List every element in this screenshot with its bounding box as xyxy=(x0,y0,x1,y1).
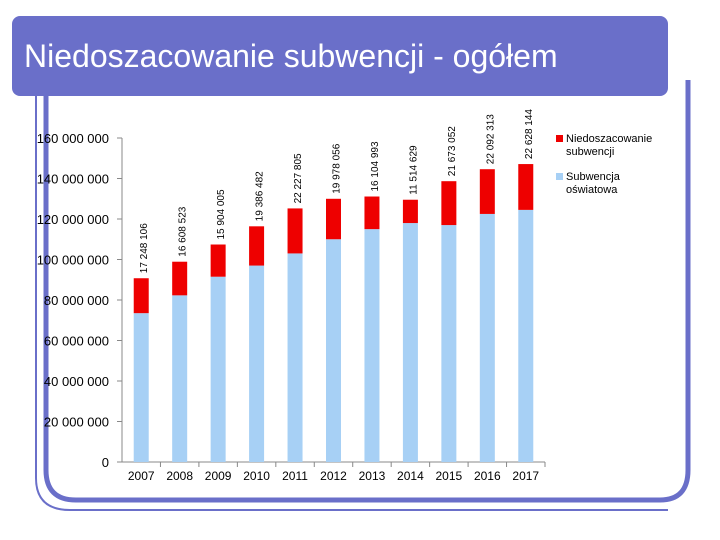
x-tick-label: 2012 xyxy=(320,469,347,483)
y-tick-label: 60 000 000 xyxy=(44,334,109,349)
y-tick-label: 140 000 000 xyxy=(37,172,109,187)
frame-border-inner xyxy=(35,40,668,511)
data-labels: 17 248 106 16 608 523 15 904 005 19 386 482… xyxy=(139,109,535,274)
bar-niedoszacowanie xyxy=(326,198,341,240)
x-tick-label: 2011 xyxy=(282,469,308,483)
x-tick-label: 2007 xyxy=(128,469,155,483)
title-bar xyxy=(12,16,668,96)
bar-niedoszacowanie xyxy=(249,226,265,266)
data-label: 17 248 106 xyxy=(139,223,150,273)
bar-subwencja xyxy=(210,276,226,462)
bar-niedoszacowanie xyxy=(441,181,457,226)
y-axis: 0 20 000 000 40 000 000 60 000 000 80 000 00… xyxy=(37,131,123,470)
bar-niedoszacowanie xyxy=(364,196,380,230)
data-label: 19 386 482 xyxy=(255,171,266,221)
x-tick-label: 2014 xyxy=(397,469,424,483)
x-tick-label: 2010 xyxy=(243,469,270,483)
legend-label: oświatowa xyxy=(566,184,618,196)
bar-subwencja xyxy=(479,213,495,462)
bar-niedoszacowanie xyxy=(133,278,149,314)
x-axis: 2007 2008 2009 2010 2011 2012 2013 2014 2015 2016… xyxy=(122,461,546,483)
bar-subwencja xyxy=(249,265,265,462)
bar-subwencja xyxy=(364,229,380,462)
bar-niedoszacowanie xyxy=(518,164,534,210)
bar-subwencja xyxy=(402,223,418,462)
bar-subwencja xyxy=(518,209,534,462)
bar-niedoszacowanie xyxy=(210,244,226,277)
data-label: 11 514 629 xyxy=(408,145,419,195)
data-label: 22 092 313 xyxy=(485,114,496,164)
data-label: 22 227 805 xyxy=(293,153,304,203)
y-tick-label: 120 000 000 xyxy=(37,212,109,227)
data-label: 19 978 056 xyxy=(332,143,343,193)
legend-label: Niedoszacowanie xyxy=(566,133,652,145)
y-tick-label: 80 000 000 xyxy=(44,293,109,308)
x-tick-label: 2013 xyxy=(359,469,386,483)
x-tick-label: 2009 xyxy=(205,469,232,483)
slide-title: Niedoszacowanie subwencji - ogółem xyxy=(24,38,558,74)
bar-subwencja xyxy=(287,253,303,462)
bar-subwencja xyxy=(326,239,341,462)
bar-niedoszacowanie xyxy=(287,208,303,254)
x-tick-label: 2016 xyxy=(474,469,501,483)
legend-swatch xyxy=(556,173,563,180)
data-label: 15 904 005 xyxy=(216,189,227,239)
data-label: 16 608 523 xyxy=(178,206,189,256)
x-tick-label: 2015 xyxy=(436,469,463,483)
x-tick-label: 2008 xyxy=(166,469,193,483)
bar-niedoszacowanie xyxy=(172,261,188,296)
bar-niedoszacowanie xyxy=(479,169,495,214)
y-tick-label: 0 xyxy=(102,455,109,470)
bars xyxy=(133,164,534,462)
data-label: 21 673 052 xyxy=(447,126,458,176)
bar-subwencja xyxy=(441,225,457,462)
bar-niedoszacowanie xyxy=(402,199,418,224)
legend-swatch xyxy=(556,135,563,142)
legend-label: Subwencja xyxy=(566,171,621,183)
y-tick-label: 20 000 000 xyxy=(44,415,109,430)
bar-subwencja xyxy=(133,313,149,462)
y-tick-label: 100 000 000 xyxy=(37,253,109,268)
data-label: 16 104 993 xyxy=(370,141,381,191)
y-tick-label: 160 000 000 xyxy=(37,131,109,146)
legend-label: subwencji xyxy=(566,146,614,158)
x-tick-label: 2017 xyxy=(512,469,539,483)
bar-subwencja xyxy=(172,295,188,462)
frame-border xyxy=(43,40,691,503)
y-tick-label: 40 000 000 xyxy=(44,374,109,389)
data-label: 22 628 144 xyxy=(524,109,535,159)
